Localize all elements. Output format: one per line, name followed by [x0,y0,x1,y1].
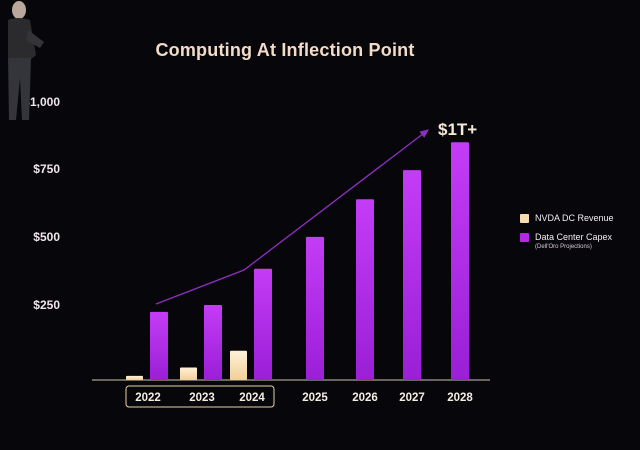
x-tick-label: 2027 [399,392,425,404]
legend-item-capex: Data Center Capex [520,232,614,242]
trillion-callout: $1T+ [438,120,478,139]
x-tick-label: 2026 [352,392,378,404]
legend-swatch-revenue [520,213,529,223]
capex-bar [451,142,469,380]
x-tick-label: 2028 [447,392,473,404]
y-tick-label: $1,000 [23,95,60,109]
slide-title: Computing At Inflection Point [155,40,415,60]
legend-swatch-capex [520,232,529,242]
y-tick-label: $250 [33,298,60,312]
x-tick-label: 2024 [239,392,265,404]
x-tick-label: 2023 [189,392,215,404]
presenter-figure [8,1,44,120]
y-tick-label: $750 [33,162,60,176]
capex-bar [254,268,272,380]
revenue-bar [126,375,143,380]
x-tick-label: 2025 [302,392,328,404]
x-tick-label: 2022 [135,392,161,404]
revenue-bar [230,350,247,380]
capex-bar [403,170,421,380]
legend-label: NVDA DC Revenue [535,213,614,223]
capex-bar [356,199,374,380]
legend: NVDA DC Revenue Data Center Capex (Dell'… [520,213,614,250]
capex-bar [306,236,324,380]
legend-item-revenue: NVDA DC Revenue [520,213,614,223]
legend-note: (Dell'Oro Projections) [535,244,592,250]
legend-label: Data Center Capex [535,232,613,242]
trend-arrow [155,129,430,305]
historical-years-highlight [125,385,275,408]
revenue-bar [180,367,197,380]
capex-bar [150,311,168,380]
capex-bar [204,304,222,380]
y-tick-label: $500 [33,230,60,244]
